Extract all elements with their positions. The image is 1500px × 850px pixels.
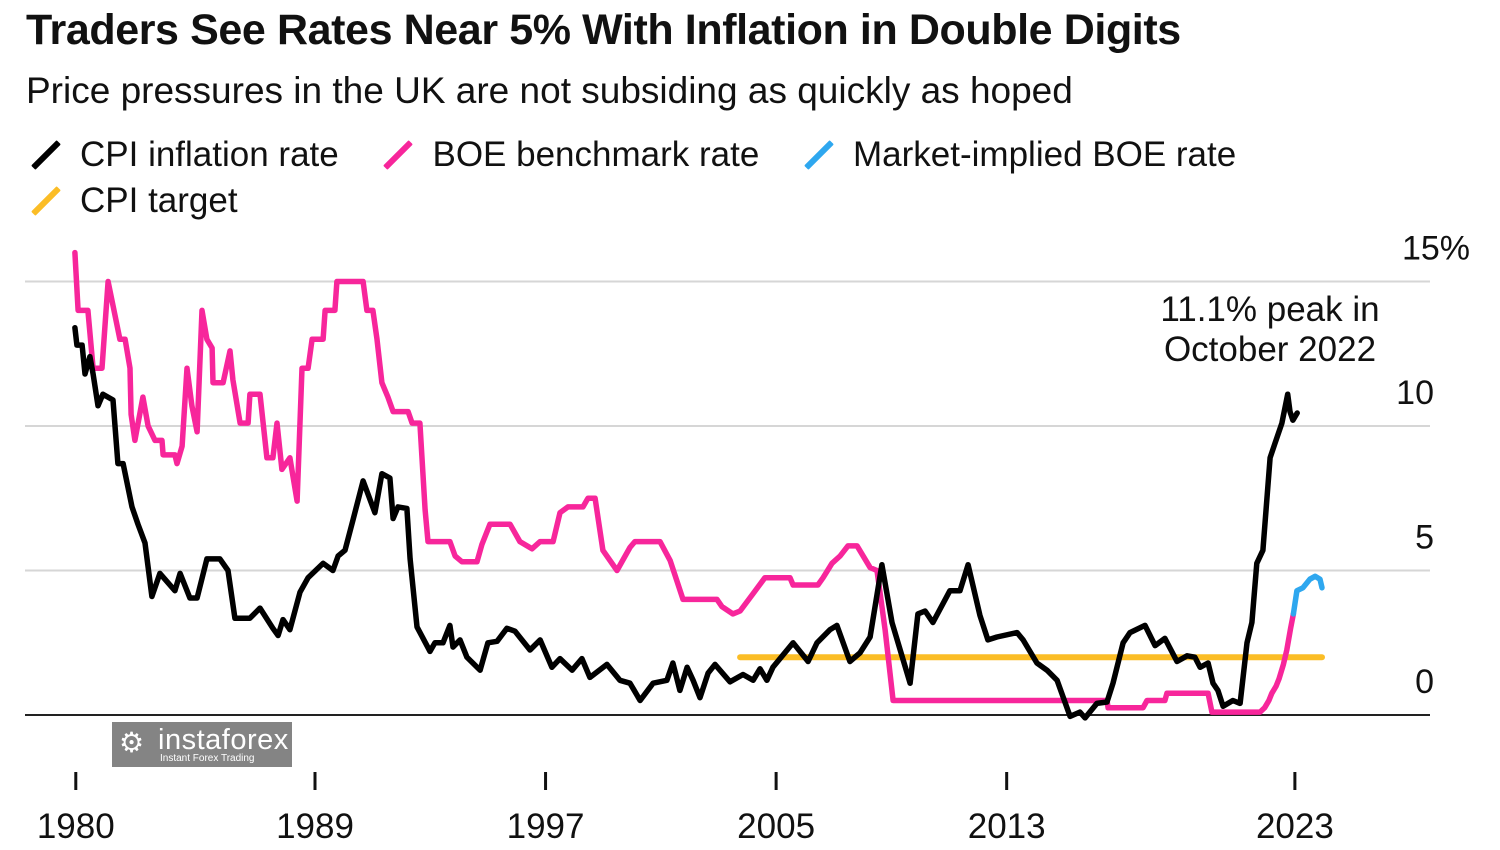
legend: CPI inflation rate BOE benchmark rate Ma…: [26, 132, 1466, 224]
legend-label: CPI target: [80, 181, 238, 220]
legend-label: Market-implied BOE rate: [853, 135, 1237, 174]
series-lines: [72, 249, 1325, 721]
legend-item-boe: BOE benchmark rate: [378, 132, 759, 178]
x-tick-label: 2013: [968, 807, 1046, 846]
y-tick-label: 0: [1415, 663, 1434, 701]
legend-label: CPI inflation rate: [80, 135, 339, 174]
x-tick-label: 1997: [507, 807, 585, 846]
y-tick-label: 5: [1415, 519, 1434, 557]
x-tick-label: 2005: [737, 807, 815, 846]
y-tick-label: 15%: [1402, 230, 1470, 268]
legend-row: CPI target: [26, 178, 1466, 224]
x-tick-label: 2023: [1256, 807, 1334, 846]
series-line-cpi-inflation-rate: [72, 324, 1300, 721]
legend-label: BOE benchmark rate: [432, 135, 760, 174]
legend-item-market-implied: Market-implied BOE rate: [799, 132, 1236, 178]
y-tick-label: 10: [1396, 374, 1434, 412]
annotation-text: 11.1% peak in: [1160, 290, 1379, 329]
chart-subtitle: Price pressures in the UK are not subsid…: [26, 70, 1073, 111]
gridlines: [25, 280, 1430, 716]
legend-item-target: CPI target: [26, 178, 238, 224]
watermark-tagline: Instant Forex Trading: [160, 753, 255, 764]
legend-row: CPI inflation rate BOE benchmark rate Ma…: [26, 132, 1466, 178]
watermark-logo: ⚙ instaforex Instant Forex Trading: [112, 722, 292, 767]
y-axis: 0 5 10 15%: [1396, 230, 1470, 702]
gear-logo-icon: ⚙: [119, 727, 145, 758]
series-line-boe-benchmark-rate: [72, 249, 1297, 715]
annotation-text: October 2022: [1164, 330, 1376, 369]
x-tick-label: 1989: [276, 807, 354, 846]
x-tick-label: 1980: [37, 807, 115, 846]
x-axis: 1980 1989 1997 2005 2013 2023: [37, 772, 1334, 846]
legend-item-cpi: CPI inflation rate: [26, 132, 339, 178]
series-line-market-implied-boe-rate: [1290, 573, 1325, 617]
watermark-brand: instaforex: [158, 724, 289, 756]
chart-title: Traders See Rates Near 5% With Inflation…: [26, 6, 1181, 54]
